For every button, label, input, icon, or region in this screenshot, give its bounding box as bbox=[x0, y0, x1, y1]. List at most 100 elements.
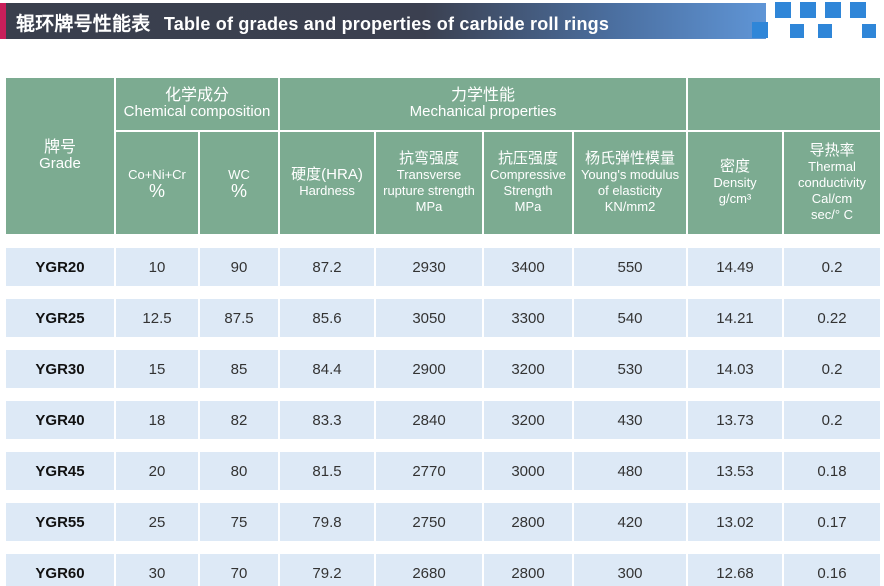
title-accent-bar bbox=[0, 3, 6, 39]
title-banner: 辊环牌号性能表 Table of grades and properties o… bbox=[0, 0, 884, 44]
trs-en1: Transverse bbox=[396, 167, 462, 182]
table-row: YGR30 15 85 84.4 2900 3200 530 14.03 0.2 bbox=[4, 350, 883, 388]
trs-cell: 3050 bbox=[374, 299, 485, 337]
thermal-cell: 0.17 bbox=[782, 503, 883, 541]
thermal-cell: 0.22 bbox=[782, 299, 883, 337]
comp-cn: 抗压强度 bbox=[498, 150, 559, 167]
trs-cell: 2840 bbox=[374, 401, 485, 439]
wc-cell: 87.5 bbox=[197, 299, 281, 337]
trs-cn: 抗弯强度 bbox=[399, 150, 460, 167]
grade-header-en: Grade bbox=[39, 155, 81, 172]
grade-cell: YGR25 bbox=[4, 299, 116, 337]
table-row: YGR40 18 82 83.3 2840 3200 430 13.73 0.2 bbox=[4, 401, 883, 439]
trs-cell: 2750 bbox=[374, 503, 485, 541]
density-cell: 14.49 bbox=[686, 248, 785, 286]
conr-header: Co+Ni+Cr % bbox=[114, 130, 200, 236]
compressive-cell: 3300 bbox=[482, 299, 575, 337]
thermal-en2: conductivity bbox=[798, 175, 866, 190]
table-row: YGR25 12.5 87.5 85.6 3050 3300 540 14.21… bbox=[4, 299, 883, 337]
thermal-cell: 0.2 bbox=[782, 248, 883, 286]
compressive-cell: 3000 bbox=[482, 452, 575, 490]
wc-cell: 80 bbox=[197, 452, 281, 490]
trs-cell: 2930 bbox=[374, 248, 485, 286]
thermal-unit2: sec/° C bbox=[810, 207, 854, 222]
wc-cell: 85 bbox=[197, 350, 281, 388]
hardness-en: Hardness bbox=[299, 183, 355, 198]
trs-en2: rupture strength bbox=[383, 183, 475, 198]
hardness-header: 硬度(HRA) Hardness bbox=[278, 130, 377, 236]
compressive-cell: 3200 bbox=[482, 350, 575, 388]
grade-cell: YGR55 bbox=[4, 503, 116, 541]
hardness-cell: 81.5 bbox=[278, 452, 377, 490]
conr-cell: 30 bbox=[114, 554, 200, 586]
header-row-bottom: Co+Ni+Cr % WC % 硬度(HRA) Hardness 抗弯强度 Tr… bbox=[5, 130, 883, 236]
density-cell: 14.03 bbox=[686, 350, 785, 388]
hardness-cn: 硬度(HRA) bbox=[291, 166, 363, 183]
chemical-composition-header: 化学成分 Chemical composition bbox=[113, 76, 281, 132]
thermal-unit1: Cal/cm bbox=[811, 191, 853, 206]
grade-header-cn: 牌号 bbox=[43, 139, 76, 156]
mechanical-properties-header: 力学性能 Mechanical properties bbox=[278, 76, 689, 132]
table-row: YGR45 20 80 81.5 2770 3000 480 13.53 0.1… bbox=[4, 452, 883, 490]
density-cn: 密度 bbox=[720, 158, 751, 175]
wc-unit: % bbox=[231, 181, 248, 201]
thermal-cn: 导热率 bbox=[809, 142, 855, 159]
thermal-en1: Thermal bbox=[808, 159, 856, 174]
thermal-conductivity-header: 导热率 Thermal conductivity Cal/cm sec/° C bbox=[782, 130, 883, 236]
grade-cell: YGR60 bbox=[4, 554, 116, 586]
density-header: 密度 Density g/cm³ bbox=[686, 130, 785, 236]
hardness-cell: 83.3 bbox=[278, 401, 377, 439]
young-cell: 420 bbox=[572, 503, 689, 541]
compressive-cell: 3200 bbox=[482, 401, 575, 439]
young-cell: 430 bbox=[572, 401, 689, 439]
chem-header-cn: 化学成分 bbox=[165, 87, 230, 104]
thermal-cell: 0.2 bbox=[782, 401, 883, 439]
compressive-cell: 2800 bbox=[482, 503, 575, 541]
grade-cell: YGR30 bbox=[4, 350, 116, 388]
young-cn: 杨氏弹性模量 bbox=[585, 150, 676, 167]
chem-header-en: Chemical composition bbox=[123, 103, 271, 120]
wc-label: WC bbox=[228, 167, 250, 182]
trs-cell: 2900 bbox=[374, 350, 485, 388]
density-unit: g/cm³ bbox=[718, 191, 752, 206]
conr-unit: % bbox=[148, 181, 165, 201]
conr-cell: 18 bbox=[114, 401, 200, 439]
conr-cell: 20 bbox=[114, 452, 200, 490]
young-en2: of elasticity bbox=[597, 183, 663, 198]
page-title-cn: 辊环牌号性能表 bbox=[16, 14, 151, 35]
compressive-header: 抗压强度 Compressive Strength MPa bbox=[482, 130, 575, 236]
wc-cell: 82 bbox=[197, 401, 281, 439]
header-row-top: 牌号 Grade 化学成分 Chemical composition 力学性能 … bbox=[4, 76, 883, 236]
trs-header: 抗弯强度 Transverse rupture strength MPa bbox=[374, 130, 485, 236]
wc-cell: 75 bbox=[197, 503, 281, 541]
hardness-cell: 79.8 bbox=[278, 503, 377, 541]
young-unit: KN/mm2 bbox=[604, 199, 656, 214]
thermal-cell: 0.18 bbox=[782, 452, 883, 490]
thermal-cell: 0.16 bbox=[782, 554, 883, 586]
grade-cell: YGR40 bbox=[4, 401, 116, 439]
density-cell: 14.21 bbox=[686, 299, 785, 337]
conr-cell: 15 bbox=[114, 350, 200, 388]
mech-header-en: Mechanical properties bbox=[409, 103, 557, 120]
hardness-cell: 84.4 bbox=[278, 350, 377, 388]
table-row: YGR60 30 70 79.2 2680 2800 300 12.68 0.1… bbox=[4, 554, 883, 586]
conr-cell: 12.5 bbox=[114, 299, 200, 337]
physical-properties-header bbox=[686, 76, 883, 132]
young-cell: 300 bbox=[572, 554, 689, 586]
table-row: YGR20 10 90 87.2 2930 3400 550 14.49 0.2 bbox=[4, 248, 883, 286]
grade-cell: YGR20 bbox=[4, 248, 116, 286]
trs-cell: 2770 bbox=[374, 452, 485, 490]
mech-header-cn: 力学性能 bbox=[451, 87, 516, 104]
page-title-en: Table of grades and properties of carbid… bbox=[163, 14, 610, 34]
grade-cell: YGR45 bbox=[4, 452, 116, 490]
young-cell: 550 bbox=[572, 248, 689, 286]
table-row: YGR55 25 75 79.8 2750 2800 420 13.02 0.1… bbox=[4, 503, 883, 541]
compressive-cell: 2800 bbox=[482, 554, 575, 586]
wc-header: WC % bbox=[197, 130, 281, 236]
conr-cell: 25 bbox=[114, 503, 200, 541]
comp-en2: Strength bbox=[503, 183, 553, 198]
young-en1: Young's modulus bbox=[580, 167, 680, 182]
trs-cell: 2680 bbox=[374, 554, 485, 586]
comp-unit: MPa bbox=[514, 199, 542, 214]
thermal-cell: 0.2 bbox=[782, 350, 883, 388]
